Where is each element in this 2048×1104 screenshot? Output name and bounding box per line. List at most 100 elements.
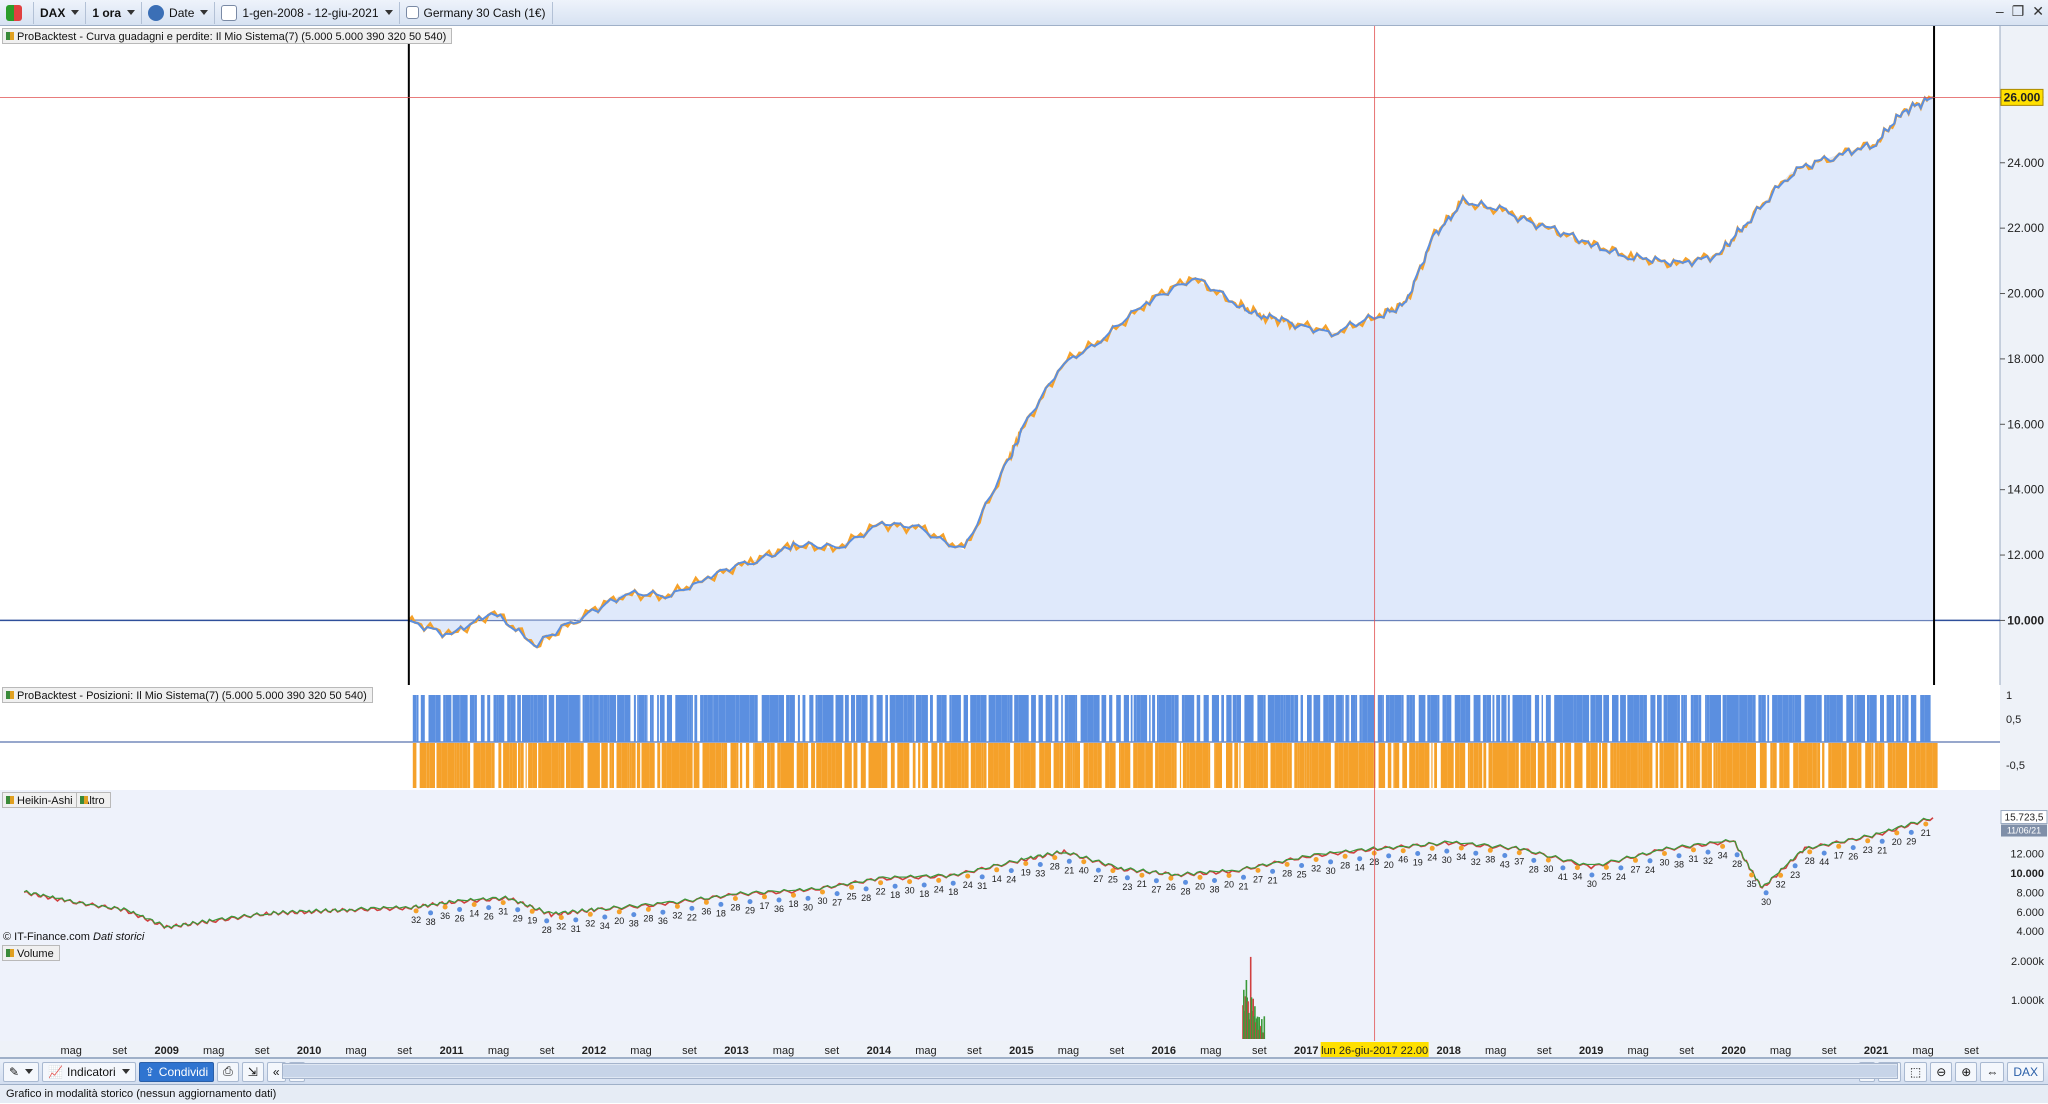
altro-button[interactable]: Altro [76,792,111,808]
trade-count-label: 22 [687,912,697,922]
long-position-bar [1534,695,1540,742]
chart-type-button[interactable] [0,1,34,24]
double-chevron-left-icon: « [272,1064,280,1079]
long-position-bar [666,695,669,742]
trade-marker [1487,847,1493,853]
date-range-select[interactable]: 1-gen-2008 - 12-giu-2021 [215,1,400,24]
time-axis-label: set [967,1045,982,1057]
short-position-bar [1642,743,1650,788]
trade-marker [413,908,419,914]
short-position-bar [1909,743,1916,788]
trade-count-label: 31 [498,907,508,917]
scroll-left-fast-button[interactable]: « [266,1061,286,1082]
short-position-bar [1424,743,1430,788]
short-position-bar [641,743,646,788]
short-position-bar [1564,743,1566,788]
trade-count-label: 30 [1659,858,1669,868]
long-position-bar [1290,695,1294,742]
timeframe-select[interactable]: 1 ora [86,1,143,24]
short-position-bar [1039,743,1045,788]
short-position-bar [1695,743,1700,788]
long-position-bar [443,695,446,742]
heikin-current-box [2000,810,2048,825]
drawing-tools-button[interactable]: ✎ [3,1061,40,1082]
time-axis-label: mag [203,1045,224,1057]
short-position-bar [1348,743,1352,788]
trade-count-label: 20 [1195,881,1205,891]
long-position-bar [1184,695,1188,742]
long-position-bar [650,695,652,742]
trade-count-label: 36 [701,906,711,916]
trade-count-label: 28 [1340,860,1350,870]
trade-count-label: 20 [614,916,624,926]
short-position-bar [1318,743,1325,788]
long-position-bar [522,695,526,742]
close-icon[interactable]: ✕ [2032,3,2044,19]
long-position-bar [745,695,750,742]
short-position-bar [1155,743,1159,788]
short-position-bar [1186,743,1190,788]
long-position-bar [487,695,491,742]
restore-icon[interactable]: ❐ [2011,3,2025,19]
trade-count-label: 36 [440,911,450,921]
trade-marker [1241,874,1246,880]
long-position-bar [1869,695,1874,742]
zoom-out-button[interactable]: ⊖ [1930,1061,1953,1082]
short-position-bar [777,743,781,788]
share-button[interactable]: ⇪ Condividi [138,1061,215,1082]
trade-marker [1545,857,1551,863]
trade-count-label: 28 [542,925,552,935]
trade-marker [703,899,709,905]
long-position-bar [703,695,708,742]
minimize-icon[interactable]: – [1995,3,2004,19]
trade-marker [1429,845,1435,851]
long-position-bar [712,695,714,742]
long-position-bar [1116,695,1121,742]
heikin-tick-label: 8.000 [2016,887,2044,899]
short-position-bar [1887,743,1891,788]
export-button[interactable]: ⇲ [241,1061,264,1082]
long-position-bar [778,695,784,742]
fit-button[interactable]: ⇔ [1980,1061,2005,1082]
long-position-bar [1087,695,1094,742]
heikin-ashi-label[interactable]: Heikin-Ashi [2,792,79,808]
long-position-bar [1824,695,1827,742]
long-position-bar [1747,695,1753,742]
indicators-button[interactable]: 📈 Indicatori [42,1061,136,1082]
instrument-link[interactable]: DAX [2007,1061,2044,1082]
long-position-bar [729,695,736,742]
short-position-bar [1358,743,1366,788]
zoom-in-button[interactable]: ⊕ [1955,1061,1978,1082]
product-info[interactable]: Germany 30 Cash (1€) [400,1,553,24]
horizontal-scrollbar[interactable] [282,1063,1898,1079]
long-position-bar [1920,695,1925,742]
short-position-bar [1478,743,1483,788]
date-mode-select[interactable]: Date [142,1,216,24]
scrollbar-thumb[interactable] [283,1065,1897,1077]
trade-count-label: 38 [1485,854,1495,864]
trade-marker [1603,864,1609,870]
short-position-bar [1828,743,1832,788]
volume-label[interactable]: Volume [2,945,60,961]
volume-bar [1263,1016,1266,1039]
short-position-bar [426,743,430,788]
zoom-area-button[interactable]: ⬚ [1903,1061,1928,1082]
long-position-bar [651,695,654,742]
status-text: Grafico in modalità storico (nessun aggi… [6,1088,277,1100]
short-position-bar [983,743,987,788]
trade-marker [1110,868,1116,874]
short-position-bar [1459,743,1466,788]
equity-line [408,96,1934,649]
instrument-select[interactable]: DAX [34,1,87,24]
long-position-bar [1683,695,1686,742]
volume-bar [1246,997,1248,1039]
long-position-bar [1573,695,1577,742]
short-position-bar [1311,743,1319,788]
print-button[interactable]: ⎙ [217,1061,239,1082]
long-position-bar [1211,695,1214,742]
short-position-bar [450,743,455,788]
short-position-bar [845,743,852,788]
long-position-bar [936,695,942,742]
short-position-bar [570,743,578,788]
long-position-bar [1418,695,1426,742]
